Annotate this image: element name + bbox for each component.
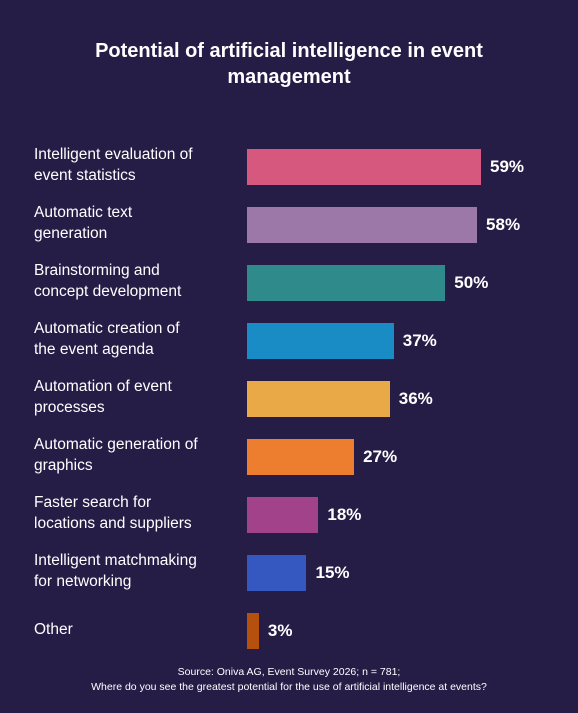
bar: [247, 149, 481, 185]
bar: [247, 323, 394, 359]
category-label: Brainstorming and concept development: [34, 262, 182, 300]
category-label: Faster search for locations and supplier…: [34, 494, 192, 532]
category-label: Automation of event processes: [34, 378, 172, 416]
bar: [247, 439, 355, 475]
bar: [247, 265, 446, 301]
category-label: Automatic generation of graphics: [34, 436, 198, 474]
category-label: Intelligent matchmaking for networking: [34, 552, 197, 590]
value-label: 37%: [402, 331, 437, 350]
value-label: 58%: [486, 215, 521, 234]
value-label: 3%: [267, 621, 293, 640]
chart-title: Potential of artificial intelligence in …: [95, 40, 483, 88]
value-label: 36%: [398, 389, 433, 408]
category-label: Automatic creation of the event agenda: [34, 320, 180, 358]
value-label: 59%: [490, 157, 525, 176]
category-label: Intelligent evaluation of event statisti…: [34, 146, 193, 184]
category-label: Other: [34, 620, 73, 638]
value-label: 15%: [315, 563, 350, 582]
source-note: Where do you see the greatest potential …: [91, 681, 487, 693]
value-label: 50%: [454, 273, 489, 292]
bar: [247, 381, 390, 417]
source-note: Source: Oniva AG, Event Survey 2026; n =…: [177, 666, 401, 678]
category-label: Automatic text generation: [34, 204, 133, 242]
value-label: 27%: [363, 447, 398, 466]
bar: [247, 207, 478, 243]
bar: [247, 497, 319, 533]
bar: [247, 555, 307, 591]
bar: [247, 613, 259, 649]
value-label: 18%: [327, 505, 362, 524]
